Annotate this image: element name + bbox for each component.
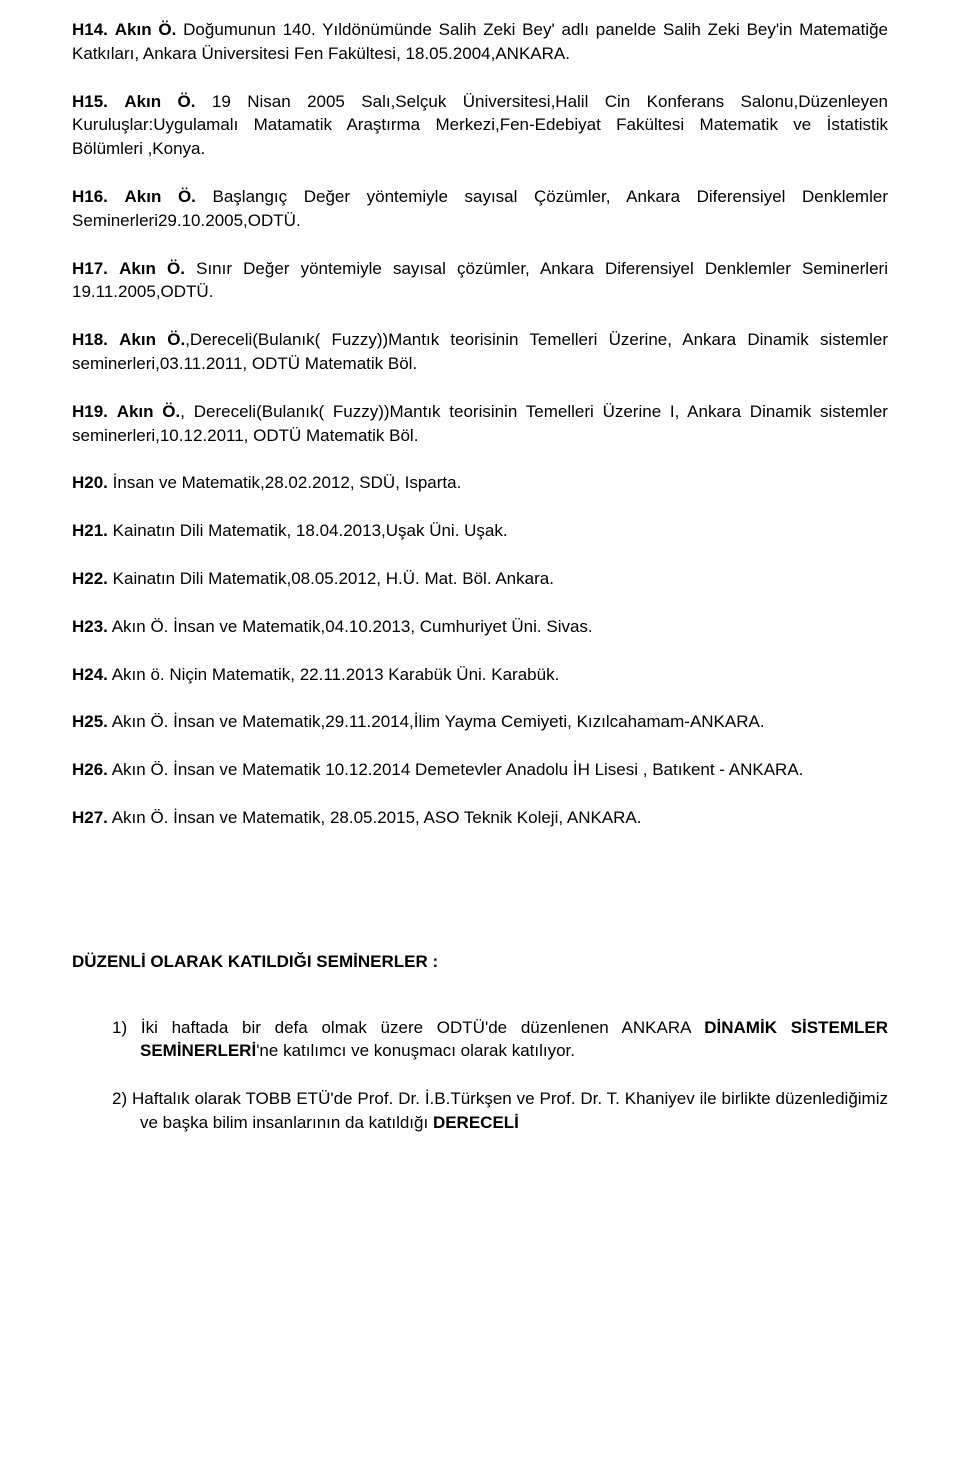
- numbered-list: 1) İki haftada bir defa olmak üzere ODTÜ…: [72, 1016, 888, 1135]
- list-item-1: 1) İki haftada bir defa olmak üzere ODTÜ…: [72, 1016, 888, 1064]
- entry-label: H17.: [72, 259, 108, 278]
- entries-container: H14. Akın Ö. Doğumunun 140. Yıldönümünde…: [72, 18, 888, 830]
- entry-author: Akın Ö.: [115, 20, 177, 39]
- list-text-pre: İki haftada bir defa olmak üzere ODTÜ'de…: [127, 1018, 704, 1037]
- entry-h18: H18. Akın Ö.,Dereceli(Bulanık( Fuzzy))Ma…: [72, 328, 888, 376]
- entry-label: H22.: [72, 569, 108, 588]
- entry-h25: H25. Akın Ö. İnsan ve Matematik,29.11.20…: [72, 710, 888, 734]
- entry-h21: H21. Kainatın Dili Matematik, 18.04.2013…: [72, 519, 888, 543]
- entry-h15: H15. Akın Ö. 19 Nisan 2005 Salı,Selçuk Ü…: [72, 90, 888, 161]
- entry-label: H16.: [72, 187, 108, 206]
- entry-author: Akın Ö.: [119, 259, 185, 278]
- list-number: 2): [112, 1089, 127, 1108]
- list-text-post: 'ne katılımcı ve konuşmacı olarak katılı…: [256, 1041, 575, 1060]
- entry-text: , Dereceli(Bulanık( Fuzzy))Mantık teoris…: [72, 402, 888, 445]
- entry-h22: H22. Kainatın Dili Matematik,08.05.2012,…: [72, 567, 888, 591]
- entry-label: H23.: [72, 617, 108, 636]
- entry-h27: H27. Akın Ö. İnsan ve Matematik, 28.05.2…: [72, 806, 888, 830]
- entry-h23: H23. Akın Ö. İnsan ve Matematik,04.10.20…: [72, 615, 888, 639]
- entry-label: H15.: [72, 92, 108, 111]
- entry-author: Akın Ö.: [125, 187, 196, 206]
- entry-label: H27.: [72, 808, 108, 827]
- section-title: DÜZENLİ OLARAK KATILDIĞI SEMİNERLER :: [72, 950, 888, 974]
- entry-h14: H14. Akın Ö. Doğumunun 140. Yıldönümünde…: [72, 18, 888, 66]
- entry-h20: H20. İnsan ve Matematik,28.02.2012, SDÜ,…: [72, 471, 888, 495]
- entry-text: Akın Ö. İnsan ve Matematik,29.11.2014,İl…: [108, 712, 765, 731]
- entry-h26: H26. Akın Ö. İnsan ve Matematik 10.12.20…: [72, 758, 888, 782]
- entry-author: Akın Ö.: [117, 402, 181, 421]
- entry-text: Akın Ö. İnsan ve Matematik,04.10.2013, C…: [108, 617, 593, 636]
- entry-label: H18.: [72, 330, 108, 349]
- entry-h19: H19. Akın Ö., Dereceli(Bulanık( Fuzzy))M…: [72, 400, 888, 448]
- entry-text: İnsan ve Matematik,28.02.2012, SDÜ, Ispa…: [108, 473, 461, 492]
- entry-text: Akın Ö. İnsan ve Matematik, 28.05.2015, …: [108, 808, 642, 827]
- entry-label: H26.: [72, 760, 108, 779]
- entry-label: H24.: [72, 665, 108, 684]
- entry-label: H19.: [72, 402, 108, 421]
- entry-h16: H16. Akın Ö. Başlangıç Değer yöntemiyle …: [72, 185, 888, 233]
- list-bold: DERECELİ: [433, 1113, 519, 1132]
- entry-author: Akın Ö.: [119, 330, 185, 349]
- entry-label: H25.: [72, 712, 108, 731]
- entry-label: H21.: [72, 521, 108, 540]
- entry-text: Kainatın Dili Matematik, 18.04.2013,Uşak…: [108, 521, 508, 540]
- list-number: 1): [112, 1018, 127, 1037]
- entry-h17: H17. Akın Ö. Sınır Değer yöntemiyle sayı…: [72, 257, 888, 305]
- list-item-2: 2) Haftalık olarak TOBB ETÜ'de Prof. Dr.…: [72, 1087, 888, 1135]
- entry-text: Sınır Değer yöntemiyle sayısal çözümler,…: [72, 259, 888, 302]
- entry-text: Doğumunun 140. Yıldönümünde Salih Zeki B…: [72, 20, 888, 63]
- entry-author: Akın Ö.: [124, 92, 195, 111]
- entry-text: Akın ö. Niçin Matematik, 22.11.2013 Kara…: [108, 665, 559, 684]
- entry-label: H14.: [72, 20, 108, 39]
- entry-label: H20.: [72, 473, 108, 492]
- entry-text: Kainatın Dili Matematik,08.05.2012, H.Ü.…: [108, 569, 554, 588]
- entry-h24: H24. Akın ö. Niçin Matematik, 22.11.2013…: [72, 663, 888, 687]
- entry-text: ,Dereceli(Bulanık( Fuzzy))Mantık teorisi…: [72, 330, 888, 373]
- entry-text: Akın Ö. İnsan ve Matematik 10.12.2014 De…: [108, 760, 803, 779]
